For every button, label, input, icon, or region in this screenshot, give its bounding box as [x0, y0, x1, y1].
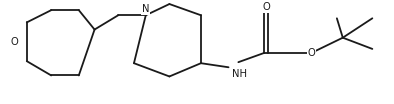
Text: O: O	[10, 37, 18, 47]
Text: N: N	[142, 4, 150, 14]
Text: NH: NH	[232, 69, 247, 79]
Text: O: O	[262, 2, 270, 12]
Text: O: O	[307, 48, 315, 58]
